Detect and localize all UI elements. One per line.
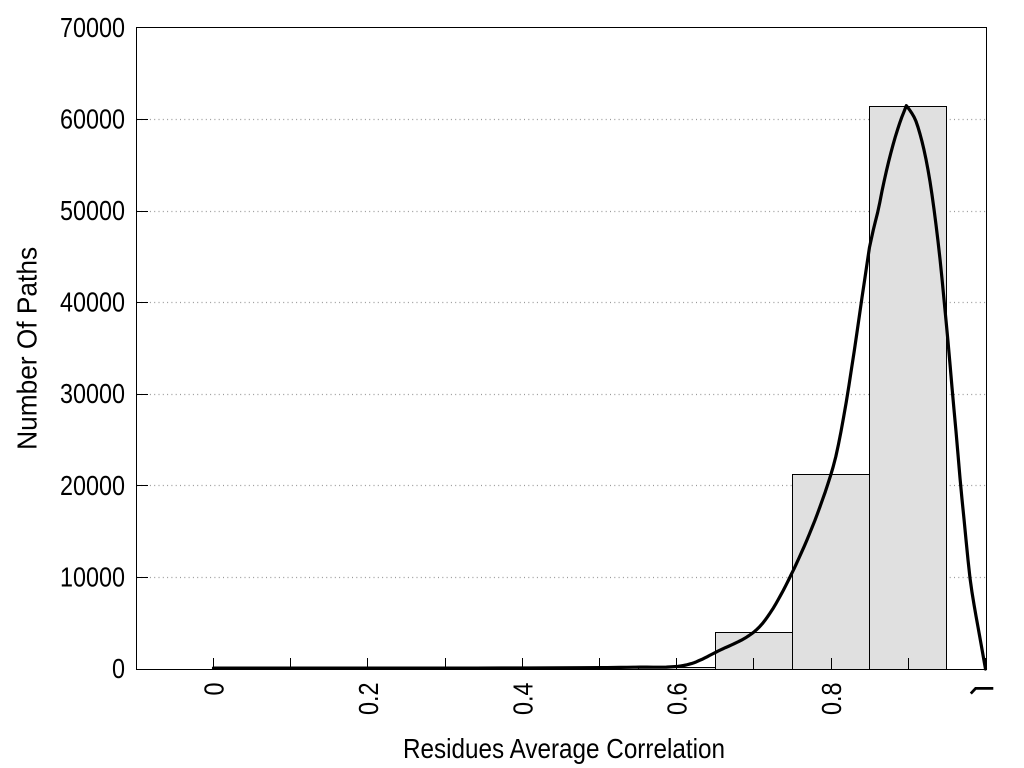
svg-text:30000: 30000	[60, 378, 125, 409]
svg-text:0: 0	[112, 653, 125, 684]
svg-text:0.4: 0.4	[507, 683, 538, 716]
svg-text:50000: 50000	[60, 195, 125, 226]
svg-text:0.2: 0.2	[353, 683, 384, 716]
svg-text:Number Of Paths: Number Of Paths	[12, 247, 43, 450]
svg-text:0: 0	[199, 683, 230, 696]
svg-text:0.8: 0.8	[816, 683, 847, 716]
svg-text:40000: 40000	[60, 287, 125, 318]
svg-text:Residues Average Correlation: Residues Average Correlation	[403, 733, 725, 764]
svg-text:70000: 70000	[60, 12, 125, 43]
svg-text:20000: 20000	[60, 470, 125, 501]
svg-text:0.6: 0.6	[662, 683, 693, 716]
svg-text:10000: 10000	[60, 561, 125, 592]
svg-text:60000: 60000	[60, 103, 125, 134]
